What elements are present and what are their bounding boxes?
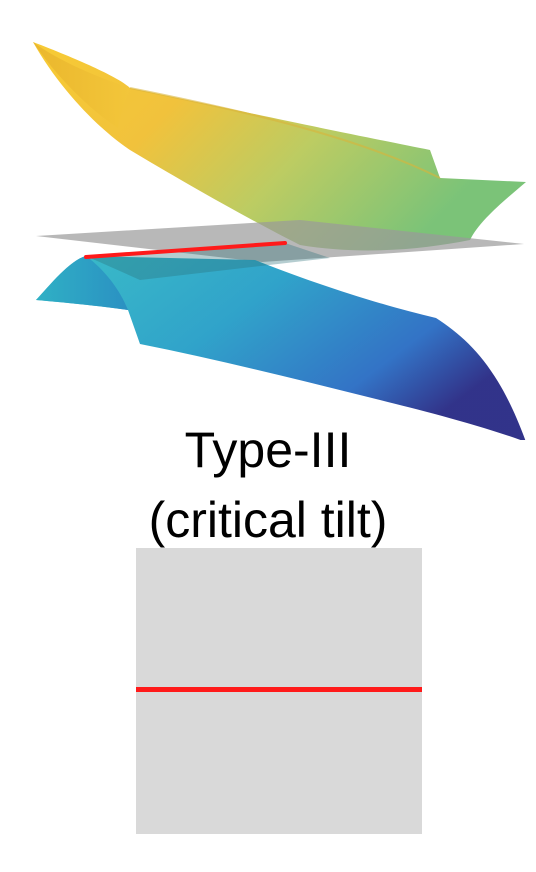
fermi-line [136,687,422,692]
fermi-surface-panel [136,548,422,834]
cut-plane [36,220,524,262]
upper-band-fold [33,42,130,128]
lower-band-fold [36,256,128,310]
type-iii-band-surface-plot [33,42,526,440]
upper-band-ridge [129,87,441,179]
lower-band-surface [36,256,526,440]
figure-title: Type-III [184,422,352,478]
upper-band-surface [33,42,526,251]
nodal-line [84,241,287,259]
figure-subtitle: (critical tilt) [148,492,388,548]
